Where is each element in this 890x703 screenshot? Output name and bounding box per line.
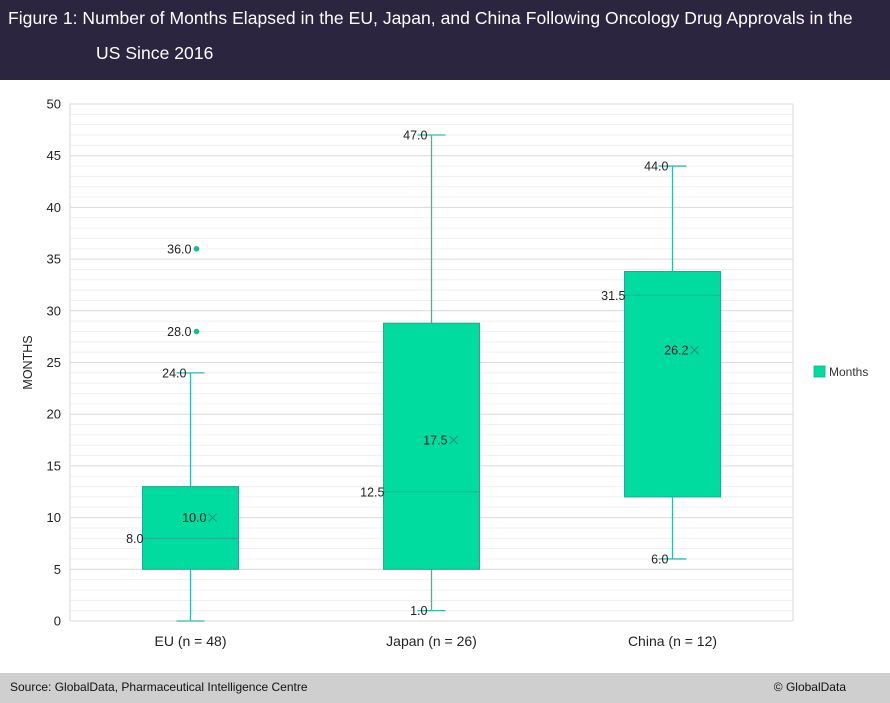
data-label-median: 12.5 bbox=[360, 485, 384, 499]
outlier-point bbox=[193, 328, 200, 335]
chart-area: 0 5 10 15 20 25 30 35 40 45 50 MONTHS 24.0 8.0 10.0 28.… bbox=[0, 80, 890, 673]
y-tick-label: 40 bbox=[47, 200, 61, 215]
figure-header: Figure 1: Number of Months Elapsed in th… bbox=[0, 0, 890, 80]
data-label-max: 24.0 bbox=[162, 366, 186, 380]
x-category-label: Japan (n = 26) bbox=[386, 633, 477, 649]
copyright-note: © GlobalData bbox=[773, 680, 846, 694]
figure-title-line-2: US Since 2016 bbox=[96, 43, 214, 63]
x-category-label: China (n = 12) bbox=[628, 633, 717, 649]
figure-title-line-1: Figure 1: Number of Months Elapsed in th… bbox=[8, 8, 853, 28]
y-tick-label: 10 bbox=[47, 510, 61, 525]
data-label-min: 6.0 bbox=[651, 552, 668, 566]
data-label-min: 1.0 bbox=[410, 604, 427, 618]
box-plot-chart: 0 5 10 15 20 25 30 35 40 45 50 MONTHS 24.0 8.0 10.0 28.… bbox=[21, 97, 868, 650]
mean-marker bbox=[690, 345, 699, 355]
figure-footer: Source: GlobalData, Pharmaceutical Intel… bbox=[0, 673, 890, 703]
y-tick-label: 30 bbox=[47, 303, 61, 318]
mean-marker bbox=[208, 513, 217, 522]
data-label-mean: 17.5 bbox=[423, 434, 447, 448]
data-label-max: 44.0 bbox=[644, 160, 668, 174]
data-label-median: 8.0 bbox=[126, 532, 143, 546]
y-tick-label: 25 bbox=[47, 355, 61, 370]
box-iqr bbox=[383, 322, 480, 570]
source-note: Source: GlobalData, Pharmaceutical Intel… bbox=[10, 680, 308, 694]
y-tick-label: 20 bbox=[47, 407, 61, 422]
box-iqr bbox=[624, 271, 721, 498]
x-category-label: EU (n = 48) bbox=[155, 633, 227, 649]
data-label-mean: 10.0 bbox=[182, 511, 206, 525]
y-tick-label: 50 bbox=[47, 97, 61, 112]
legend-label: Months bbox=[829, 365, 868, 379]
legend-swatch bbox=[813, 365, 826, 378]
y-tick-label: 15 bbox=[47, 458, 61, 473]
outlier-point bbox=[193, 245, 200, 252]
mean-marker bbox=[449, 435, 458, 445]
data-label-outlier: 36.0 bbox=[167, 242, 191, 256]
y-tick-label: 35 bbox=[47, 252, 61, 267]
data-label-outlier: 28.0 bbox=[167, 325, 191, 339]
y-tick-label: 45 bbox=[47, 148, 61, 163]
y-tick-label: 5 bbox=[54, 562, 61, 577]
data-label-median: 31.5 bbox=[601, 289, 625, 303]
box-iqr bbox=[142, 486, 239, 570]
y-axis-title: MONTHS bbox=[21, 335, 35, 389]
data-label-max: 47.0 bbox=[403, 129, 427, 143]
y-tick-label: 0 bbox=[54, 614, 61, 629]
data-label-mean: 26.2 bbox=[664, 344, 688, 358]
